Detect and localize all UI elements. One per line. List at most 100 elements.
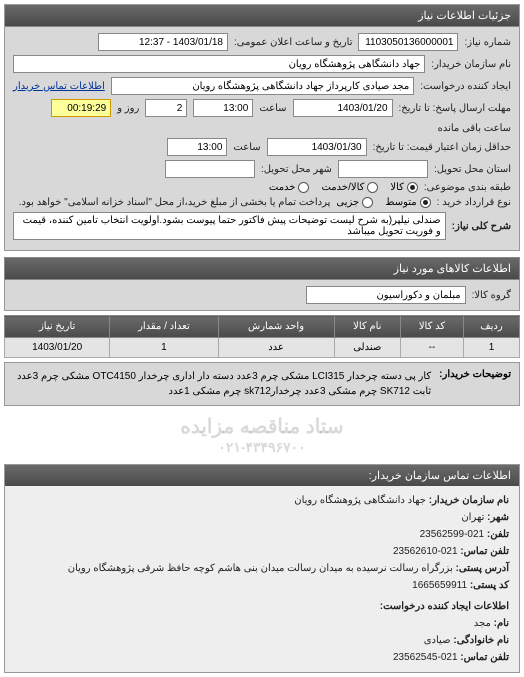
panel-title: جزئیات اطلاعات نیاز bbox=[5, 5, 519, 27]
row-validity: حداقل زمان اعتبار قیمت: تا تاریخ: 1403/0… bbox=[13, 138, 511, 156]
postal-value: 1665659911 bbox=[412, 580, 467, 591]
delivery-city-label: شهر محل تحویل: bbox=[261, 164, 332, 175]
contact-line: آدرس پستی: بزرگراه رسالت نرسیده به میدان… bbox=[15, 560, 509, 577]
creator-phone-label: تلفن تماس: bbox=[460, 652, 509, 663]
cell: 1 bbox=[463, 338, 519, 358]
validity-label: حداقل زمان اعتبار قیمت: تا تاریخ: bbox=[373, 142, 511, 153]
request-number-label: شماره نیاز: bbox=[464, 37, 511, 48]
city-value: تهران bbox=[461, 512, 484, 523]
remaining-label: ساعت باقی مانده bbox=[438, 123, 511, 134]
desc-label: توضیحات خریدار: bbox=[439, 369, 511, 399]
contact-link[interactable]: اطلاعات تماس خریدار bbox=[13, 81, 105, 92]
request-number-field: 1103050136000001 bbox=[358, 33, 458, 51]
days-remaining-field: 2 bbox=[145, 99, 187, 117]
panel-body: شماره نیاز: 1103050136000001 تاریخ و ساع… bbox=[5, 27, 519, 250]
items-table: ردیف کد کالا نام کالا واحد شمارش تعداد /… bbox=[4, 315, 520, 358]
table-row: 1 -- صندلی عدد 1 1403/01/20 bbox=[5, 338, 520, 358]
name-label: نام: bbox=[494, 618, 509, 629]
group-field: مبلمان و دکوراسیون bbox=[306, 286, 466, 304]
row-request-number: شماره نیاز: 1103050136000001 تاریخ و ساع… bbox=[13, 33, 511, 51]
subject-label: شرح کلی نیاز: bbox=[452, 221, 511, 232]
radio-icon bbox=[298, 182, 309, 193]
address-label: آدرس پستی: bbox=[456, 563, 509, 574]
contract-note: پرداخت تمام یا بخشی از مبلغ خرید،از محل … bbox=[19, 197, 331, 208]
postal-label: کد پستی: bbox=[470, 580, 509, 591]
validity-date-field: 1403/01/30 bbox=[267, 138, 367, 156]
deadline-label: مهلت ارسال پاسخ: تا تاریخ: bbox=[399, 103, 511, 114]
name-value: مجد bbox=[474, 618, 491, 629]
radio-icon bbox=[420, 197, 431, 208]
watermark-text: ستاد مناقصه مزایده bbox=[180, 416, 343, 438]
col-2: نام کالا bbox=[334, 316, 401, 338]
col-4: تعداد / مقدار bbox=[110, 316, 218, 338]
cell: -- bbox=[401, 338, 464, 358]
delivery-city-field bbox=[165, 160, 255, 178]
col-3: واحد شمارش bbox=[218, 316, 334, 338]
row-creator: ایجاد کننده درخواست: مجد صیادی کارپرداز … bbox=[13, 77, 511, 95]
cell: 1403/01/20 bbox=[5, 338, 110, 358]
family-value: صیادی bbox=[424, 635, 451, 646]
pack-opt-1[interactable]: کالا bbox=[390, 182, 418, 193]
contact-line: نام خانوادگی: صیادی bbox=[15, 632, 509, 649]
contact-line: شهر: تهران bbox=[15, 509, 509, 526]
announce-label: تاریخ و ساعت اعلان عمومی: bbox=[234, 37, 353, 48]
pack-opt3-label: خدمت bbox=[269, 182, 296, 193]
delivery-state-label: استان محل تحویل: bbox=[434, 164, 511, 175]
time-remaining-field: 00:19:29 bbox=[51, 99, 111, 117]
org-label: نام سازمان خریدار: bbox=[429, 495, 509, 506]
contact-line: کد پستی: 1665659911 bbox=[15, 577, 509, 594]
deadline-date-field: 1403/01/20 bbox=[293, 99, 393, 117]
buyer-label: نام سازمان خریدار: bbox=[431, 59, 511, 70]
pack-opt2-label: کالا/خدمت bbox=[321, 182, 364, 193]
cell: صندلی bbox=[334, 338, 401, 358]
col-1: کد کالا bbox=[401, 316, 464, 338]
contract-radios: متوسط جزیی bbox=[336, 197, 430, 208]
pack-opt-2[interactable]: کالا/خدمت bbox=[321, 182, 378, 193]
buyer-field: جهاد دانشگاهی پژوهشگاه رویان bbox=[13, 55, 425, 73]
deadline-time-field: 13:00 bbox=[193, 99, 253, 117]
contract-opt2-label: جزیی bbox=[336, 197, 359, 208]
contact-line: تلفن: 021-23562599 bbox=[15, 526, 509, 543]
contact-section: اطلاعات تماس سازمان خریدار: نام سازمان خ… bbox=[4, 464, 520, 673]
creator-phone-value: 021-23562545 bbox=[393, 652, 458, 663]
row-packaging: طبقه بندی موضوعی: کالا کالا/خدمت خدمت bbox=[13, 182, 511, 193]
announce-field: 1403/01/18 - 12:37 bbox=[98, 33, 228, 51]
group-row: گروه کالا: مبلمان و دکوراسیون bbox=[4, 280, 520, 311]
items-header: اطلاعات کالاهای مورد نیاز bbox=[4, 257, 520, 280]
pack-opt-3[interactable]: خدمت bbox=[269, 182, 310, 193]
delivery-state-field bbox=[338, 160, 428, 178]
time-label-1: ساعت bbox=[259, 103, 286, 114]
city-label: شهر: bbox=[487, 512, 509, 523]
row-buyer: نام سازمان خریدار: جهاد دانشگاهی پژوهشگا… bbox=[13, 55, 511, 73]
col-0: ردیف bbox=[463, 316, 519, 338]
contact-line: تلفن تماس: 021-23562545 bbox=[15, 649, 509, 666]
org-value: جهاد دانشگاهی پژوهشگاه رویان bbox=[294, 495, 426, 506]
creator-section-label: اطلاعات ایجاد کننده درخواست: bbox=[15, 598, 509, 615]
contact-line: نام سازمان خریدار: جهاد دانشگاهی پژوهشگا… bbox=[15, 492, 509, 509]
row-subject: شرح کلی نیاز: صندلی نیلپر(به شرح لیست تو… bbox=[13, 212, 511, 240]
packaging-label: طبقه بندی موضوعی: bbox=[424, 182, 511, 193]
radio-icon bbox=[362, 197, 373, 208]
contact-header: اطلاعات تماس سازمان خریدار: bbox=[5, 465, 519, 486]
row-contract: نوع قرارداد خرید : متوسط جزیی پرداخت تما… bbox=[13, 197, 511, 208]
watermark-phone: ۰۲۱-۴۳۴۹۶۷۰۰ bbox=[0, 439, 524, 456]
details-panel: جزئیات اطلاعات نیاز شماره نیاز: 11030501… bbox=[4, 4, 520, 251]
contract-opt-2[interactable]: جزیی bbox=[336, 197, 373, 208]
col-5: تاریخ نیاز bbox=[5, 316, 110, 338]
radio-icon bbox=[407, 182, 418, 193]
fax-value: 021-23562610 bbox=[393, 546, 458, 557]
creator-label: ایجاد کننده درخواست: bbox=[420, 81, 511, 92]
contact-line: تلفن تماس: 021-23562610 bbox=[15, 543, 509, 560]
family-label: نام خانوادگی: bbox=[453, 635, 509, 646]
phone-label: تلفن: bbox=[487, 529, 509, 540]
packaging-radios: کالا کالا/خدمت خدمت bbox=[269, 182, 418, 193]
table-header-row: ردیف کد کالا نام کالا واحد شمارش تعداد /… bbox=[5, 316, 520, 338]
row-deadline: مهلت ارسال پاسخ: تا تاریخ: 1403/01/20 سا… bbox=[13, 99, 511, 134]
contract-opt-1[interactable]: متوسط bbox=[385, 197, 430, 208]
row-delivery: استان محل تحویل: شهر محل تحویل: bbox=[13, 160, 511, 178]
address-value: بزرگراه رسالت نرسیده به میدان رسالت میدا… bbox=[68, 563, 453, 574]
description-block: توضیحات خریدار: کار پی دسته چرخدار LCI31… bbox=[4, 362, 520, 406]
time-label-2: ساعت bbox=[233, 142, 260, 153]
pack-opt1-label: کالا bbox=[390, 182, 404, 193]
phone-value: 021-23562599 bbox=[420, 529, 485, 540]
